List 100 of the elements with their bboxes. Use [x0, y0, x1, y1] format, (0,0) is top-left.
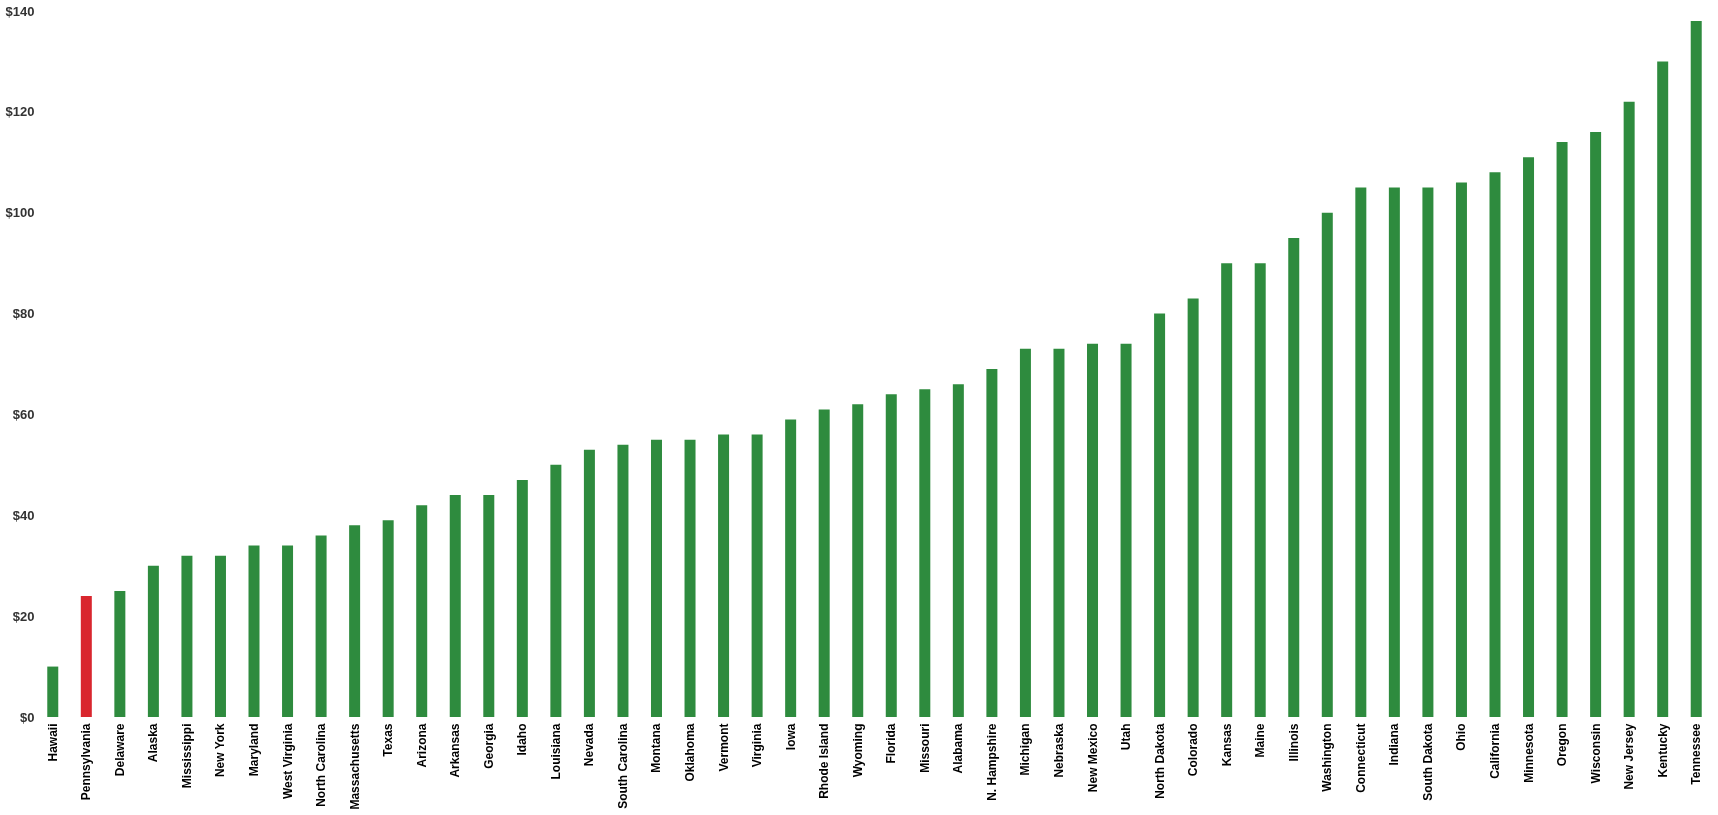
- bar: [1657, 61, 1669, 717]
- x-tick-label: Delaware: [112, 723, 127, 777]
- bar: [1355, 187, 1367, 717]
- bar: [349, 525, 361, 717]
- x-tick-label: Alaska: [146, 723, 161, 763]
- x-tick-label: Mississippi: [179, 723, 194, 789]
- x-tick-label: Oklahoma: [683, 723, 698, 782]
- bar: [1388, 187, 1400, 717]
- x-tick-label: Maryland: [247, 723, 262, 777]
- bar: [1556, 142, 1568, 717]
- y-tick-label: $80: [12, 306, 35, 322]
- x-tick-label: Hawaii: [45, 723, 60, 762]
- bar: [1422, 187, 1434, 717]
- bar: [382, 520, 394, 717]
- bar: [684, 439, 696, 717]
- x-tick-label: California: [1487, 723, 1502, 779]
- x-tick-label: Florida: [884, 723, 899, 764]
- x-tick-label: Pennsylvania: [79, 723, 94, 801]
- x-tick-label: Alabama: [951, 723, 966, 774]
- x-tick-label: South Carolina: [615, 723, 630, 809]
- bar: [1187, 298, 1199, 717]
- x-tick-label: Rhode Island: [817, 723, 832, 799]
- bar: [1053, 348, 1065, 717]
- bar: [550, 464, 562, 717]
- bar: [248, 545, 260, 717]
- x-tick-label: Illinois: [1286, 723, 1301, 762]
- x-tick-label: Missouri: [917, 723, 932, 773]
- bar: [1254, 263, 1266, 717]
- x-tick-label: West Virginia: [280, 723, 295, 800]
- y-tick-label: $100: [5, 205, 35, 221]
- bar: [1087, 343, 1099, 717]
- x-tick-label: Maine: [1253, 723, 1268, 758]
- x-tick-label: Wyoming: [850, 723, 865, 778]
- x-tick-label: Iowa: [783, 723, 798, 751]
- bar: [483, 495, 495, 717]
- bar: [1019, 348, 1031, 717]
- bar: [1455, 182, 1467, 717]
- y-tick-label: $40: [12, 507, 35, 523]
- bar: [852, 404, 864, 717]
- x-tick-label: Ohio: [1454, 723, 1469, 751]
- x-tick-label: Michigan: [1018, 723, 1033, 776]
- x-tick-label: Utah: [1119, 723, 1134, 751]
- bar: [785, 419, 797, 717]
- bar: [1489, 172, 1501, 717]
- bar: [449, 495, 461, 717]
- bar: [282, 545, 294, 717]
- x-tick-label: North Dakota: [1152, 723, 1167, 799]
- y-tick-label: $120: [5, 104, 35, 120]
- x-tick-label: Idaho: [515, 723, 530, 756]
- y-tick-label: $0: [20, 709, 35, 725]
- bar: [650, 439, 662, 717]
- bar: [1523, 157, 1535, 717]
- x-tick-label: North Carolina: [314, 723, 329, 807]
- bar: [315, 535, 327, 717]
- bar: [1590, 132, 1602, 717]
- x-tick-label: Tennessee: [1689, 723, 1704, 785]
- x-tick-label: Minnesota: [1521, 723, 1536, 783]
- bar: [47, 666, 59, 717]
- x-tick-label: Oregon: [1555, 723, 1570, 767]
- bar: [617, 444, 629, 717]
- x-tick-label: Montana: [649, 723, 664, 773]
- x-tick-label: N. Hampshire: [984, 723, 999, 801]
- x-tick-label: Kentucky: [1655, 723, 1670, 778]
- bar: [718, 434, 730, 717]
- bar: [1120, 343, 1132, 717]
- bar: [181, 555, 193, 717]
- x-tick-label: Virginia: [750, 723, 765, 768]
- x-tick-label: Massachusetts: [347, 723, 362, 810]
- bar: [416, 505, 428, 717]
- bar: [147, 565, 159, 717]
- x-tick-label: Nevada: [582, 723, 597, 767]
- bar: [214, 555, 226, 717]
- bar: [1154, 313, 1166, 717]
- x-tick-label: Washington: [1320, 723, 1335, 792]
- bar: [1623, 101, 1635, 717]
- bar: [986, 369, 998, 717]
- x-tick-label: Kansas: [1219, 723, 1234, 767]
- x-tick-label: Colorado: [1186, 723, 1201, 777]
- x-tick-label: Louisiana: [548, 723, 563, 780]
- x-tick-label: Wisconsin: [1588, 723, 1603, 784]
- x-tick-label: New York: [213, 723, 228, 778]
- bar: [751, 434, 763, 717]
- bar: [1690, 21, 1702, 717]
- bar: [885, 394, 897, 717]
- bar: [1288, 237, 1300, 717]
- y-tick-label: $140: [5, 3, 35, 19]
- bar: [583, 449, 595, 717]
- bar: [1221, 263, 1233, 717]
- bar: [516, 479, 528, 717]
- bar: [80, 595, 92, 717]
- bar: [919, 389, 931, 717]
- x-tick-label: Vermont: [716, 723, 731, 772]
- x-tick-label: Connecticut: [1353, 723, 1368, 793]
- x-tick-label: Arizona: [414, 723, 429, 768]
- bar: [1321, 212, 1333, 717]
- x-tick-label: New Jersey: [1622, 723, 1637, 790]
- x-tick-label: Georgia: [481, 723, 496, 769]
- y-tick-label: $60: [12, 406, 35, 422]
- bar: [114, 590, 126, 717]
- x-tick-label: Texas: [381, 723, 396, 757]
